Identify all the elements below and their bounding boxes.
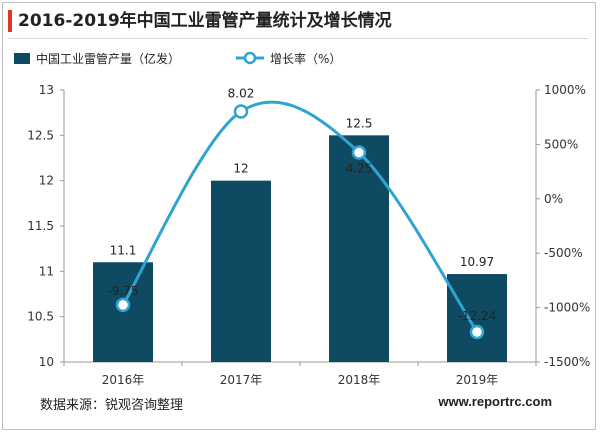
growth-rate-line [121,100,479,333]
chart-title: 2016-2019年中国工业雷管产量统计及增长情况 [18,11,392,31]
x-tick-label: 2019年 [456,373,499,387]
bar-value-label: 12.5 [346,116,373,130]
growth-rate-label: -9.75 [107,284,138,298]
y-right-tick-label: -500% [544,246,583,260]
website-url: www.reportrc.com [438,394,552,409]
y-right-tick-label: 0% [544,192,563,206]
bar-value-label: 12 [233,162,248,176]
legend-line-marker [243,51,257,65]
y-left-tick-label: 11 [39,264,54,278]
chart-frame [2,2,596,430]
title-divider [8,38,588,39]
growth-rate-label: 8.02 [228,87,255,101]
title-accent-bar [8,10,12,32]
y-left-tick-label: 12 [39,174,54,188]
x-tick-label: 2016年 [102,373,145,387]
y-right-tick-label: 1000% [544,83,586,97]
y-right-tick-label: -1500% [544,355,590,369]
y-right-tick-label: -1000% [544,301,590,315]
bar-value-label: 11.1 [110,243,137,257]
growth-rate-label: 4.25 [346,162,373,176]
growth-rate-point [351,145,367,160]
y-left-tick-label: 10 [39,355,54,369]
growth-rate-point [115,297,131,313]
bar [211,180,271,362]
y-left-tick-label: 10.5 [27,310,54,324]
legend-bar-label: 中国工业雷管产量（亿发） [36,51,180,66]
x-tick-label: 2017年 [220,373,263,387]
bar [447,274,507,362]
growth-rate-point [233,104,249,119]
y-right-tick-label: 500% [544,137,578,151]
source-note: 数据来源：锐观咨询整理 [40,398,184,413]
bar [93,262,153,362]
bar-value-label: 10.97 [460,255,494,269]
y-left-tick-label: 12.5 [27,128,54,142]
x-tick-label: 2018年 [338,373,381,387]
growth-rate-label: -12.24 [458,309,497,323]
y-left-tick-label: 11.5 [27,219,54,233]
legend-bar-swatch [14,53,30,64]
legend-line-label: 增长率（%） [270,51,341,66]
y-left-tick-label: 13 [39,83,54,97]
growth-rate-point [469,324,485,340]
